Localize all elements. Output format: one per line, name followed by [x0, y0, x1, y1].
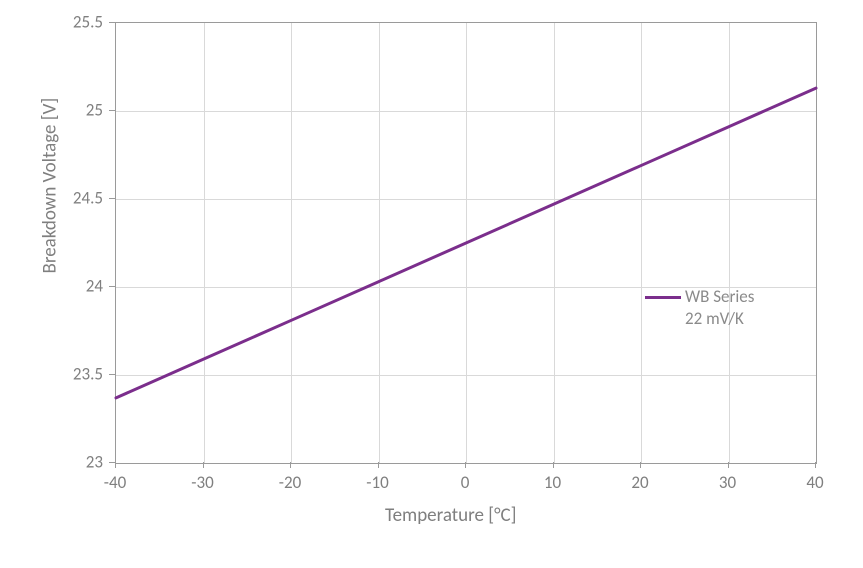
y-tick-label: 25.5 — [73, 12, 103, 33]
x-tick-label: 10 — [544, 472, 561, 493]
legend: WB Series 22 mV/K — [645, 286, 754, 330]
data-series-line — [116, 23, 816, 463]
x-tick-label: -40 — [104, 472, 126, 493]
x-tick-label: 40 — [806, 472, 823, 493]
y-tick-label: 25 — [86, 100, 103, 121]
y-axis-title: Breakdown Voltage [V] — [39, 214, 62, 274]
legend-series-sublabel: 22 mV/K — [645, 308, 754, 330]
x-tick-mark — [290, 462, 291, 468]
chart-container: Breakdown Voltage [V] Temperature [°C] W… — [0, 0, 863, 568]
x-tick-label: -20 — [279, 472, 301, 493]
x-tick-mark — [378, 462, 379, 468]
x-tick-mark — [465, 462, 466, 468]
x-tick-mark — [728, 462, 729, 468]
y-tick-label: 24 — [86, 276, 103, 297]
y-tick-mark — [109, 22, 115, 23]
x-tick-label: 0 — [461, 472, 470, 493]
x-tick-mark — [553, 462, 554, 468]
y-tick-label: 24.5 — [73, 188, 103, 209]
y-tick-label: 23.5 — [73, 364, 103, 385]
x-tick-label: 30 — [719, 472, 736, 493]
legend-line-swatch — [645, 296, 681, 299]
plot-area — [115, 22, 817, 464]
x-tick-mark — [640, 462, 641, 468]
x-tick-label: 20 — [631, 472, 648, 493]
x-tick-label: -10 — [366, 472, 388, 493]
legend-series-label: WB Series — [685, 286, 754, 307]
y-tick-mark — [109, 198, 115, 199]
x-tick-mark — [815, 462, 816, 468]
y-tick-mark — [109, 110, 115, 111]
legend-row: WB Series — [645, 286, 754, 308]
y-tick-mark — [109, 374, 115, 375]
y-tick-label: 23 — [86, 452, 103, 473]
x-tick-mark — [203, 462, 204, 468]
y-tick-mark — [109, 286, 115, 287]
x-axis-title: Temperature [°C] — [385, 504, 517, 527]
x-tick-mark — [115, 462, 116, 468]
x-tick-label: -30 — [191, 472, 213, 493]
